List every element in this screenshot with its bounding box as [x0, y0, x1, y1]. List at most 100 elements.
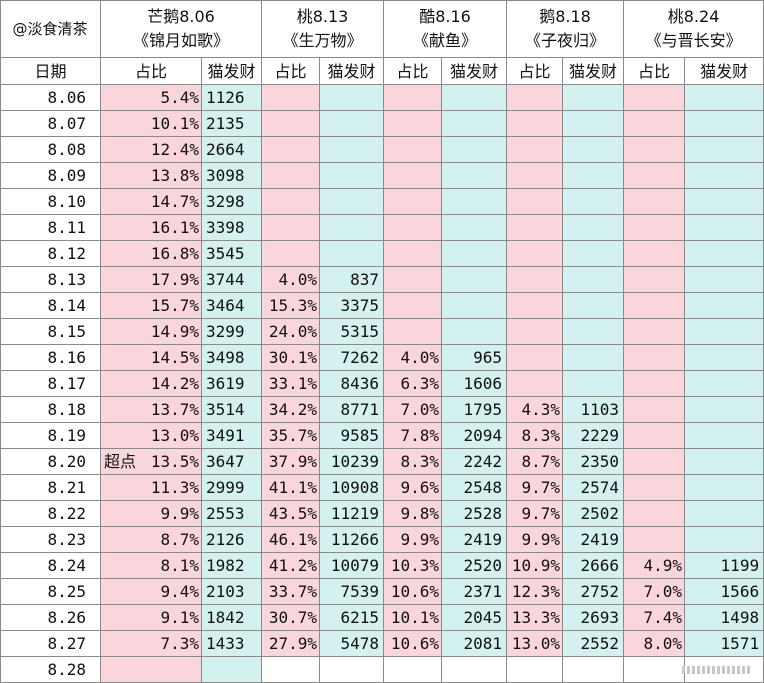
- table-row: 8.22 9.9% 2553 43.5% 11219 9.8% 2528 9.7% 2502: [0, 500, 764, 527]
- pct-cell: 10.6%: [383, 578, 443, 605]
- cat-header: 猫发财: [562, 57, 625, 85]
- cat-cell: 9585: [319, 422, 385, 449]
- date-cell: 8.26: [0, 604, 101, 631]
- cat-cell: [684, 396, 764, 423]
- show-channel-date: 芒鹅8.06: [147, 7, 215, 26]
- cat-cell: 965: [441, 344, 508, 371]
- cat-cell: 11266: [319, 526, 385, 553]
- pct-cell: 9.9%: [383, 526, 443, 553]
- pct-cell: [623, 396, 686, 423]
- cat-cell: [684, 318, 764, 345]
- cat-cell: [684, 474, 764, 501]
- cat-cell: 2126: [200, 526, 263, 553]
- cat-cell: [684, 266, 764, 293]
- table-row: 8.21 11.3% 2999 41.1% 10908 9.6% 2548 9.7% 2574: [0, 474, 764, 501]
- pct-cell: [261, 188, 321, 215]
- pct-cell: [623, 370, 686, 397]
- cat-cell: 3498: [200, 344, 263, 371]
- pct-cell: 15.3%: [261, 292, 321, 319]
- cat-cell: [684, 162, 764, 189]
- cat-cell: [684, 110, 764, 137]
- pct-header: 占比: [100, 57, 202, 85]
- pct-cell: [383, 110, 443, 137]
- show-title: 《献鱼》: [413, 31, 478, 50]
- pct-cell: [506, 318, 564, 345]
- pct-cell: [623, 110, 686, 137]
- pct-cell: 10.6%: [383, 630, 443, 657]
- date-cell: 8.19: [0, 422, 101, 449]
- table-row: 8.27 7.3% 1433 27.9% 5478 10.6% 2081 13.0% 2552 8…: [0, 630, 764, 657]
- cat-cell: 2103: [200, 578, 263, 605]
- show-channel-date: 鹅8.18: [539, 7, 591, 26]
- pct-cell: [623, 84, 686, 111]
- pct-cell: [383, 84, 443, 111]
- table-row: 8.19 13.0% 3491 35.7% 9585 7.8% 2094 8.3% 2229: [0, 422, 764, 449]
- pct-cell: [506, 344, 564, 371]
- date-cell: 8.25: [0, 578, 101, 605]
- date-cell: 8.24: [0, 552, 101, 579]
- cat-cell: 3514: [200, 396, 263, 423]
- show-header-row: @淡食清茶 芒鹅8.06 《锦月如歌》 桃8.13 《生万物》 酷8.16 《献鱼》 …: [0, 0, 764, 58]
- pct-cell: 16.8%: [100, 240, 202, 267]
- cat-cell: 2242: [441, 448, 508, 475]
- pct-cell: [261, 136, 321, 163]
- table-row: 8.07 10.1% 2135: [0, 110, 764, 137]
- pct-cell: [623, 188, 686, 215]
- show-header-4: 桃8.24 《与晋长安》: [623, 0, 764, 58]
- cat-cell: [319, 110, 385, 137]
- cat-cell: [562, 136, 625, 163]
- cat-cell: 7539: [319, 578, 385, 605]
- cat-cell: [441, 292, 508, 319]
- pct-cell: 35.7%: [261, 422, 321, 449]
- pct-cell: [506, 110, 564, 137]
- cat-cell: 1566: [684, 578, 764, 605]
- cat-cell: 2548: [441, 474, 508, 501]
- pct-cell: 7.0%: [623, 578, 686, 605]
- pct-cell: [261, 110, 321, 137]
- pct-cell: 34.2%: [261, 396, 321, 423]
- show-header-1: 桃8.13 《生万物》: [261, 0, 385, 58]
- cat-cell: [684, 448, 764, 475]
- cat-header: 猫发财: [684, 57, 764, 85]
- cat-cell: [684, 188, 764, 215]
- cat-cell: 3464: [200, 292, 263, 319]
- pct-cell: 7.4%: [623, 604, 686, 631]
- cat-cell: 2081: [441, 630, 508, 657]
- cat-cell: 7262: [319, 344, 385, 371]
- pct-cell: 13.0%: [506, 630, 564, 657]
- cat-cell: 11219: [319, 500, 385, 527]
- show-channel-date: 桃8.13: [296, 7, 349, 26]
- pct-cell: 33.7%: [261, 578, 321, 605]
- pct-cell: [383, 214, 443, 241]
- pct-cell: [623, 448, 686, 475]
- cat-cell: [441, 84, 508, 111]
- cat-cell: [684, 344, 764, 371]
- table-row: 8.20 超点 13.5% 3647 37.9% 10239 8.3% 2242 8.7% 235…: [0, 448, 764, 475]
- cat-cell: [562, 84, 625, 111]
- pct-cell: [261, 214, 321, 241]
- pct-cell: 13.0%: [100, 422, 202, 449]
- pct-cell: [383, 318, 443, 345]
- cat-cell: 1199: [684, 552, 764, 579]
- cat-cell: [441, 214, 508, 241]
- pct-cell: 14.9%: [100, 318, 202, 345]
- cat-cell: [684, 292, 764, 319]
- pct-cell: [506, 656, 564, 683]
- pct-cell: 10.1%: [383, 604, 443, 631]
- pct-cell: 9.7%: [506, 474, 564, 501]
- pct-cell: 4.0%: [261, 266, 321, 293]
- cat-cell: [319, 84, 385, 111]
- show-header-2: 酷8.16 《献鱼》: [383, 0, 508, 58]
- cat-cell: [684, 422, 764, 449]
- pct-cell: [506, 162, 564, 189]
- watermark-logo-icon: [682, 666, 752, 674]
- date-cell: 8.22: [0, 500, 101, 527]
- pct-cell: [623, 526, 686, 553]
- show-channel-date: 桃8.24: [667, 7, 720, 26]
- cat-cell: [562, 110, 625, 137]
- pct-cell: [383, 292, 443, 319]
- cat-cell: 3619: [200, 370, 263, 397]
- table-row: 8.15 14.9% 3299 24.0% 5315: [0, 318, 764, 345]
- table-row: 8.28: [0, 656, 764, 683]
